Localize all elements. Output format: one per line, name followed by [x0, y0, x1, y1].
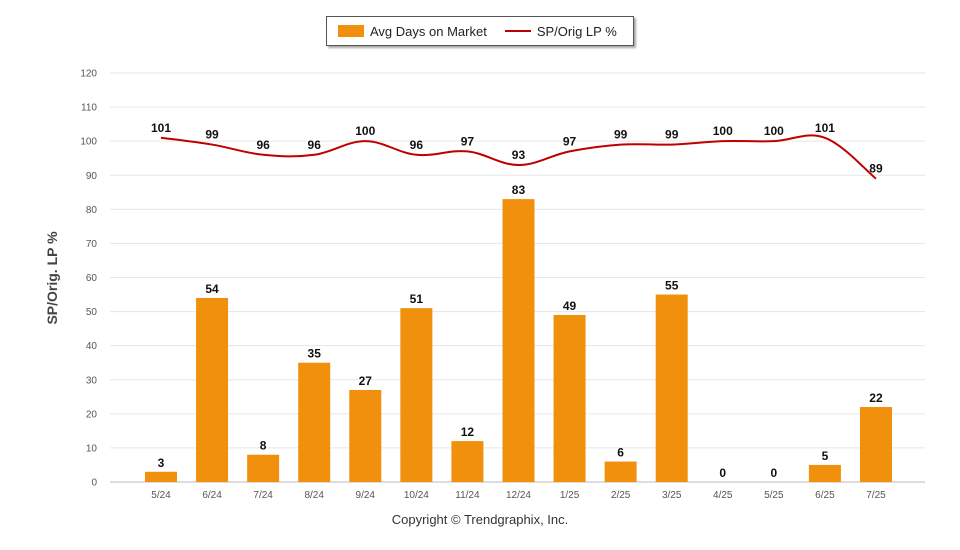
bar [451, 441, 484, 482]
y-tick-label: 100 [80, 137, 97, 148]
legend-line-swatch [504, 30, 531, 32]
bar-data-label: 55 [665, 279, 679, 293]
line-data-label: 96 [308, 138, 322, 152]
bar-data-label: 27 [359, 374, 373, 388]
y-tick-label: 110 [81, 103, 97, 114]
bar-data-label: 6 [617, 446, 624, 460]
bar [400, 308, 433, 482]
bar-data-label: 49 [563, 299, 577, 313]
line-data-label: 89 [869, 162, 883, 176]
y-tick-label: 10 [86, 443, 98, 454]
bar [247, 454, 280, 482]
legend-bar-label: Avg Days on Market [370, 23, 487, 39]
line-data-labels: 101 99 96 96 100 96 97 93 97 99 99 100 100 101 89 [151, 121, 883, 176]
line-data-label: 99 [665, 128, 679, 142]
bar [859, 407, 892, 482]
bar-data-label: 0 [770, 466, 777, 480]
x-tick-label: 2/25 [611, 490, 631, 501]
x-tick-label: 7/24 [253, 490, 273, 501]
x-tick-label: 6/25 [815, 490, 835, 501]
line-data-label: 100 [713, 124, 733, 138]
bar [604, 461, 637, 482]
bar-data-label: 54 [205, 282, 219, 296]
x-tick-label: 8/24 [304, 490, 324, 501]
line-data-label: 96 [410, 138, 424, 152]
bar-data-label: 83 [512, 183, 526, 197]
line-data-label: 96 [256, 138, 270, 152]
bar [808, 464, 841, 482]
x-tick-label: 1/25 [560, 490, 580, 501]
y-axis-label: SP/Orig. LP % [44, 231, 60, 325]
bar [145, 471, 177, 482]
x-tick-label: 5/25 [764, 490, 784, 501]
y-tick-label: 80 [86, 205, 98, 216]
bar [196, 297, 229, 482]
bar-data-labels: 3 54 8 35 27 51 12 83 49 6 55 0 0 5 22 [158, 183, 883, 480]
bar-data-label: 5 [822, 449, 829, 463]
line-data-label: 97 [461, 134, 475, 148]
legend-line-label: SP/Orig LP % [536, 23, 617, 39]
line-data-label: 101 [815, 121, 835, 135]
bar-data-label: 0 [719, 466, 726, 480]
bar [349, 389, 382, 482]
x-tick-label: 6/24 [202, 490, 222, 501]
y-tick-label: 120 [80, 69, 97, 80]
x-axis-ticks: 5/24 6/24 7/24 8/24 9/24 10/24 11/24 12/24 1/25 2… [151, 490, 886, 501]
x-tick-label: 11/24 [455, 490, 480, 501]
x-tick-label: 7/25 [866, 490, 886, 501]
y-tick-label: 40 [86, 341, 98, 352]
line-series [160, 134, 877, 180]
bar-data-label: 35 [308, 347, 322, 361]
bar-data-label: 12 [461, 425, 475, 439]
line-data-label: 101 [151, 121, 171, 135]
bar [502, 199, 535, 482]
line-data-label: 99 [614, 128, 628, 142]
x-tick-label: 12/24 [506, 490, 531, 501]
y-tick-label: 70 [86, 239, 98, 250]
y-tick-label: 60 [86, 273, 98, 284]
x-tick-label: 3/25 [662, 490, 682, 501]
y-tick-label: 50 [86, 307, 98, 318]
line-data-label: 99 [205, 128, 219, 142]
y-tick-label: 0 [91, 478, 97, 489]
bar-data-label: 51 [410, 292, 424, 306]
x-tick-label: 10/24 [404, 490, 429, 501]
line-data-label: 97 [563, 134, 577, 148]
y-tick-label: 90 [86, 171, 98, 182]
bar [553, 314, 586, 482]
x-tick-label: 4/25 [713, 490, 733, 501]
bar [655, 294, 688, 482]
line-data-label: 100 [764, 124, 784, 138]
bar-data-label: 3 [158, 456, 165, 470]
y-tick-label: 30 [86, 375, 98, 386]
line-data-label: 100 [355, 124, 375, 138]
x-tick-label: 5/24 [151, 490, 171, 501]
bar-series [145, 199, 892, 482]
bar [298, 362, 331, 482]
legend: Avg Days on Market SP/Orig LP % [326, 16, 634, 46]
legend-bar-swatch [338, 25, 364, 37]
copyright-text: Copyright © Trendgraphix, Inc. [391, 512, 569, 527]
y-axis-ticks: 0 10 20 30 40 50 60 70 80 90 100 110 120 [80, 69, 97, 489]
y-tick-label: 20 [86, 409, 98, 420]
line-data-label: 93 [512, 148, 526, 162]
bar-data-label: 8 [260, 439, 267, 453]
bar-data-label: 22 [869, 391, 883, 405]
line-path [160, 134, 877, 180]
x-tick-label: 9/24 [356, 490, 376, 501]
